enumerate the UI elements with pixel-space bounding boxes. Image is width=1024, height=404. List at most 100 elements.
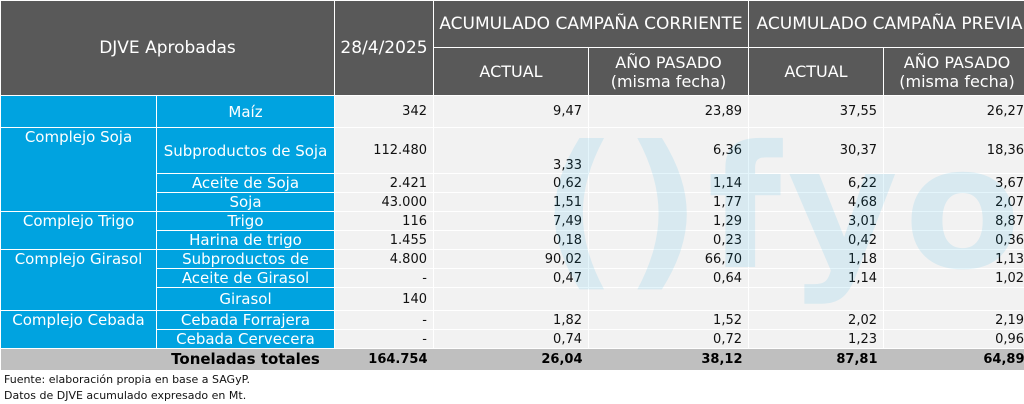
corriente-pasado-value: 1,14 (589, 174, 749, 193)
corriente-pasado-value: 23,89 (589, 96, 749, 128)
corriente-pasado-value: 6,36 (589, 128, 749, 174)
djve-table: DJVE Aprobadas 28/4/2025 ACUMULADO CAMPA… (0, 0, 1024, 370)
header-ano-pasado-label: AÑO PASADO (589, 53, 748, 72)
previa-pasado-value: 1,13 (884, 250, 1024, 269)
totals-corriente-actual: 26,04 (434, 349, 589, 370)
previa-actual-value: 37,55 (749, 96, 884, 128)
totals-previa-pasado: 64,89 (884, 349, 1024, 370)
header-djve-aprobadas: DJVE Aprobadas (1, 1, 335, 96)
djve-value: - (335, 269, 434, 288)
product-label: Aceite de Soja (157, 174, 335, 193)
table-row: Complejo Girasol Subproductos de 4.800 9… (1, 250, 1024, 269)
corriente-pasado-value: 1,77 (589, 193, 749, 212)
corriente-actual-value: 0,62 (434, 174, 589, 193)
previa-pasado-value: 26,27 (884, 96, 1024, 128)
previa-pasado-value: 0,96 (884, 330, 1024, 349)
djve-value: 2.421 (335, 174, 434, 193)
previa-pasado-value: 18,36 (884, 128, 1024, 174)
corriente-pasado-value: 0,72 (589, 330, 749, 349)
group-label-trigo: Complejo Trigo (1, 212, 157, 250)
previa-pasado-value: 1,02 (884, 269, 1024, 288)
table-row: Complejo Cebada Cebada Forrajera - 1,82 … (1, 311, 1024, 330)
header-campana-previa: ACUMULADO CAMPAÑA PREVIA (749, 1, 1024, 48)
footnote-units: Datos de DJVE acumulado expresado en Mt. (4, 389, 246, 402)
djve-value: 342 (335, 96, 434, 128)
product-label: Aceite de Girasol (157, 269, 335, 288)
product-label: Subproductos de Soja (157, 128, 335, 174)
previa-actual-value: 1,14 (749, 269, 884, 288)
previa-actual-value (749, 288, 884, 311)
djve-value: - (335, 330, 434, 349)
product-label: Trigo (157, 212, 335, 231)
corriente-pasado-value: 1,52 (589, 311, 749, 330)
djve-value: - (335, 311, 434, 330)
djve-value: 43.000 (335, 193, 434, 212)
header-misma-fecha-label: (misma fecha) (589, 72, 748, 91)
corriente-pasado-value: 1,29 (589, 212, 749, 231)
totals-row: Toneladas totales 164.754 26,04 38,12 87… (1, 349, 1024, 370)
totals-previa-actual: 87,81 (749, 349, 884, 370)
group-label-girasol: Complejo Girasol (1, 250, 157, 311)
djve-value: 1.455 (335, 231, 434, 250)
product-label: Soja (157, 193, 335, 212)
group-blank (1, 96, 157, 128)
totals-corriente-pasado: 38,12 (589, 349, 749, 370)
footnote-source: Fuente: elaboración propia en base a SAG… (4, 373, 250, 386)
group-label-cebada: Complejo Cebada (1, 311, 157, 349)
djve-value: 4.800 (335, 250, 434, 269)
table-row: Complejo Soja Subproductos de Soja 112.4… (1, 128, 1024, 174)
product-label: Cebada Cervecera (157, 330, 335, 349)
previa-actual-value: 2,02 (749, 311, 884, 330)
corriente-pasado-value (589, 288, 749, 311)
previa-actual-value: 1,18 (749, 250, 884, 269)
corriente-actual-value (434, 288, 589, 311)
previa-pasado-value: 8,87 (884, 212, 1024, 231)
header-campana-corriente: ACUMULADO CAMPAÑA CORRIENTE (434, 1, 749, 48)
previa-pasado-value: 2,19 (884, 311, 1024, 330)
header-corriente-actual: ACTUAL (434, 48, 589, 96)
corriente-actual-value: 1,82 (434, 311, 589, 330)
product-label: Subproductos de (157, 250, 335, 269)
product-label: Maíz (157, 96, 335, 128)
previa-actual-value: 4,68 (749, 193, 884, 212)
corriente-actual-value: 0,18 (434, 231, 589, 250)
corriente-actual-value: 3,33 (434, 128, 589, 174)
totals-blank (1, 349, 157, 370)
corriente-pasado-value: 0,64 (589, 269, 749, 288)
corriente-pasado-value: 0,23 (589, 231, 749, 250)
previa-pasado-value: 2,07 (884, 193, 1024, 212)
header-ano-pasado-label: AÑO PASADO (884, 53, 1024, 72)
previa-actual-value: 0,42 (749, 231, 884, 250)
header-previa-actual: ACTUAL (749, 48, 884, 96)
corriente-actual-value: 9,47 (434, 96, 589, 128)
previa-pasado-value: 0,36 (884, 231, 1024, 250)
table-row: Complejo Trigo Trigo 116 7,49 1,29 3,01 … (1, 212, 1024, 231)
corriente-actual-value: 90,02 (434, 250, 589, 269)
table-row: Maíz 342 9,47 23,89 37,55 26,27 (1, 96, 1024, 128)
corriente-actual-value: 1,51 (434, 193, 589, 212)
group-label-soja: Complejo Soja (1, 128, 157, 212)
product-label: Harina de trigo (157, 231, 335, 250)
djve-value: 112.480 (335, 128, 434, 174)
product-label: Girasol (157, 288, 335, 311)
totals-djve: 164.754 (335, 349, 434, 370)
djve-value: 116 (335, 212, 434, 231)
header-corriente-ano-pasado: AÑO PASADO (misma fecha) (589, 48, 749, 96)
djve-value: 140 (335, 288, 434, 311)
product-label: Cebada Forrajera (157, 311, 335, 330)
previa-actual-value: 30,37 (749, 128, 884, 174)
previa-actual-value: 6,22 (749, 174, 884, 193)
corriente-pasado-value: 66,70 (589, 250, 749, 269)
corriente-actual-value: 0,47 (434, 269, 589, 288)
previa-pasado-value (884, 288, 1024, 311)
previa-actual-value: 1,23 (749, 330, 884, 349)
previa-pasado-value: 3,67 (884, 174, 1024, 193)
corriente-actual-value: 0,74 (434, 330, 589, 349)
header-date: 28/4/2025 (335, 1, 434, 96)
previa-actual-value: 3,01 (749, 212, 884, 231)
header-misma-fecha-label: (misma fecha) (884, 72, 1024, 91)
header-previa-ano-pasado: AÑO PASADO (misma fecha) (884, 48, 1024, 96)
corriente-actual-value: 7,49 (434, 212, 589, 231)
totals-label: Toneladas totales (157, 349, 335, 370)
